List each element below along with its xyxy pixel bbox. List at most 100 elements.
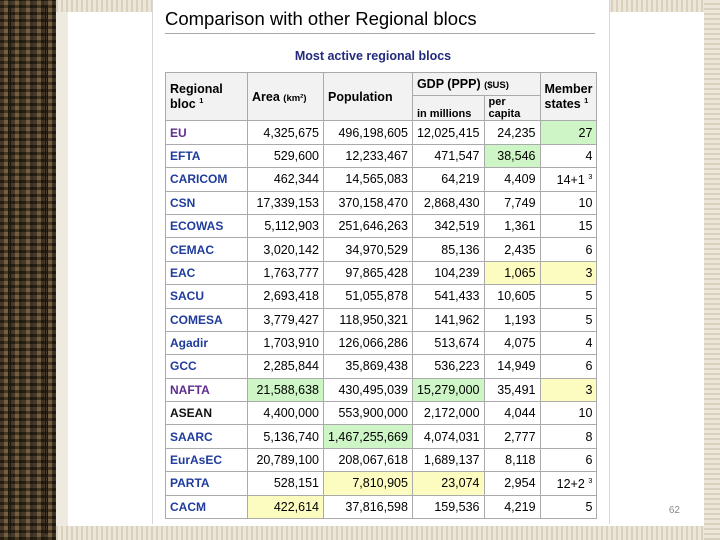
cell-area: 462,344 xyxy=(247,167,324,192)
bloc-name-link[interactable]: SACU xyxy=(165,284,248,309)
bloc-name-link[interactable]: NAFTA xyxy=(165,377,248,403)
header-gdp-millions: in millions xyxy=(411,95,485,122)
cell-members: 5 xyxy=(539,494,598,520)
cell-gdp: 342,519 xyxy=(411,213,485,239)
cell-gdp: 104,239 xyxy=(411,260,485,286)
cell-members: 14+1 3 xyxy=(539,167,598,192)
table-body: EU 4,325,675 496,198,605 12,025,415 24,235 27… xyxy=(165,120,598,520)
cell-per-capita: 4,409 xyxy=(483,167,541,192)
cell-population: 7,810,905 xyxy=(323,471,413,496)
table-row: NAFTA 21,588,638 430,495,039 15,279,000 35,4… xyxy=(165,377,598,403)
cell-population: 37,816,598 xyxy=(323,494,413,520)
cell-gdp: 159,536 xyxy=(411,494,485,520)
cell-gdp: 2,172,000 xyxy=(411,401,485,426)
cell-gdp: 4,074,031 xyxy=(411,424,485,449)
cell-area: 21,588,638 xyxy=(247,377,324,403)
bloc-name-link[interactable]: SAARC xyxy=(165,424,248,449)
cell-members: 4 xyxy=(539,143,598,169)
cell-per-capita: 1,065 xyxy=(483,260,541,286)
bloc-name-link[interactable]: GCC xyxy=(165,354,248,379)
cell-area: 20,789,100 xyxy=(247,447,324,473)
slide-border-left xyxy=(0,0,56,540)
cell-members: 6 xyxy=(539,237,598,262)
cell-population: 12,233,467 xyxy=(323,143,413,169)
cell-gdp: 85,136 xyxy=(411,237,485,262)
bloc-name-link[interactable]: CACM xyxy=(165,494,248,520)
cell-members: 8 xyxy=(539,424,598,449)
cell-gdp: 141,962 xyxy=(411,307,485,332)
cell-per-capita: 10,605 xyxy=(483,284,541,309)
cell-gdp: 513,674 xyxy=(411,330,485,356)
table-row: SACU 2,693,418 51,055,878 541,433 10,605 5 xyxy=(165,284,598,309)
cell-population: 208,067,618 xyxy=(323,447,413,473)
cell-members: 15 xyxy=(539,213,598,239)
table-row: EurAsEC 20,789,100 208,067,618 1,689,137 8,1… xyxy=(165,447,598,473)
header-regional-bloc: Regional bloc 1 xyxy=(165,71,248,122)
section-heading: Comparison with other Regional blocs xyxy=(165,8,595,34)
bloc-name-link[interactable]: ECOWAS xyxy=(165,213,248,239)
cell-area: 3,779,427 xyxy=(247,307,324,332)
table-row: EAC 1,763,777 97,865,428 104,239 1,065 3 xyxy=(165,260,598,286)
footnote-marker[interactable]: 3 xyxy=(588,475,593,485)
table-caption: Most active regional blocs xyxy=(294,49,452,63)
table-row: EU 4,325,675 496,198,605 12,025,415 24,235 27 xyxy=(165,120,598,145)
table-row: GCC 2,285,844 35,869,438 536,223 14,949 6 xyxy=(165,354,598,379)
cell-gdp: 12,025,415 xyxy=(411,120,485,145)
cell-population: 251,646,263 xyxy=(323,213,413,239)
cell-per-capita: 2,435 xyxy=(483,237,541,262)
slide-border-right xyxy=(704,0,720,540)
cell-members: 4 xyxy=(539,330,598,356)
cell-population: 118,950,321 xyxy=(323,307,413,332)
cell-members: 12+2 3 xyxy=(539,471,598,496)
cell-per-capita: 4,044 xyxy=(483,401,541,426)
cell-population: 430,495,039 xyxy=(323,377,413,403)
bloc-name-link[interactable]: EAC xyxy=(165,260,248,286)
cell-population: 126,066,286 xyxy=(323,330,413,356)
cell-per-capita: 24,235 xyxy=(483,120,541,145)
cell-members: 5 xyxy=(539,307,598,332)
cell-area: 1,763,777 xyxy=(247,260,324,286)
slide-border-bottom xyxy=(56,526,720,540)
cell-gdp: 541,433 xyxy=(411,284,485,309)
cell-population: 34,970,529 xyxy=(323,237,413,262)
bloc-name-link[interactable]: EurAsEC xyxy=(165,447,248,473)
cell-area: 4,400,000 xyxy=(247,401,324,426)
cell-per-capita: 4,075 xyxy=(483,330,541,356)
bloc-name-link[interactable]: CSN xyxy=(165,190,248,215)
cell-per-capita: 14,949 xyxy=(483,354,541,379)
cell-members: 10 xyxy=(539,190,598,215)
cell-per-capita: 1,361 xyxy=(483,213,541,239)
bloc-name-link[interactable]: EU xyxy=(165,120,248,145)
bloc-name-link[interactable]: COMESA xyxy=(165,307,248,332)
table-row: ECOWAS 5,112,903 251,646,263 342,519 1,361 15 xyxy=(165,213,598,239)
table-row: PARTA 528,151 7,810,905 23,074 2,954 12+2 3 xyxy=(165,471,598,496)
cell-population: 553,900,000 xyxy=(323,401,413,426)
bloc-name-link[interactable]: PARTA xyxy=(165,471,248,496)
bloc-name-link[interactable]: CEMAC xyxy=(165,237,248,262)
cell-members: 27 xyxy=(539,120,598,145)
cell-members: 3 xyxy=(539,260,598,286)
bloc-name-link[interactable]: Agadir xyxy=(165,330,248,356)
table-row: CACM 422,614 37,816,598 159,536 4,219 5 xyxy=(165,494,598,520)
cell-area: 5,112,903 xyxy=(247,213,324,239)
cell-members: 6 xyxy=(539,354,598,379)
cell-per-capita: 2,954 xyxy=(483,471,541,496)
cell-gdp: 23,074 xyxy=(411,471,485,496)
bloc-name-link[interactable]: ASEAN xyxy=(165,401,248,426)
cell-population: 496,198,605 xyxy=(323,120,413,145)
cell-members: 6 xyxy=(539,447,598,473)
cell-gdp: 2,868,430 xyxy=(411,190,485,215)
cell-area: 2,693,418 xyxy=(247,284,324,309)
cell-per-capita: 1,193 xyxy=(483,307,541,332)
header-gdp-per-capita: per capita xyxy=(483,95,541,122)
cell-area: 422,614 xyxy=(247,494,324,520)
header-population: Population xyxy=(323,71,413,122)
table-row: COMESA 3,779,427 118,950,321 141,962 1,193 5 xyxy=(165,307,598,332)
cell-per-capita: 35,491 xyxy=(483,377,541,403)
table-row: CEMAC 3,020,142 34,970,529 85,136 2,435 6 xyxy=(165,237,598,262)
bloc-name-link[interactable]: CARICOM xyxy=(165,167,248,192)
bloc-name-link[interactable]: EFTA xyxy=(165,143,248,169)
embedded-table-screenshot: Comparison with other Regional blocs Mos… xyxy=(152,0,610,524)
table-row: Agadir 1,703,910 126,066,286 513,674 4,075 4 xyxy=(165,330,598,356)
footnote-marker[interactable]: 3 xyxy=(588,171,593,181)
